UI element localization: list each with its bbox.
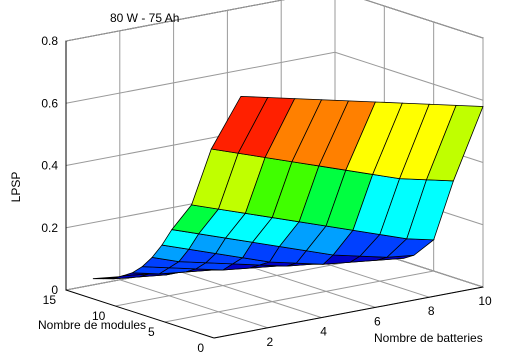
z-axis-label: LPSP (9, 172, 23, 203)
z-grid-line (334, 51, 484, 101)
x-axis-label: Nombre de batteries (374, 331, 483, 345)
x-tick-label: 8 (428, 304, 435, 318)
axis-ticks: 0 0.2 0.4 0.6 0.8 2 4 6 8 10 0 5 10 15 (41, 34, 492, 355)
surface-patch (425, 104, 484, 182)
x-floor-grid-line (119, 279, 268, 329)
y-tick-label: 15 (43, 293, 57, 307)
x-axis-line (213, 286, 484, 339)
x-tick-label: 10 (478, 294, 492, 308)
z-grid-line (65, 51, 336, 104)
y-tick-label: 10 (92, 309, 106, 323)
z-grid-line (364, 0, 484, 39)
z-grid-line (65, 0, 285, 42)
x-floor-grid-line (173, 269, 322, 319)
chart-title: 80 W - 75 Ah (110, 11, 179, 25)
x-tick-label: 4 (320, 325, 327, 339)
y-floor-grid-line (164, 270, 434, 323)
z-tick-label: 0.2 (41, 221, 58, 235)
y-tick-label: 0 (197, 341, 204, 355)
z-tick-label: 0.8 (41, 34, 58, 48)
surface-plot (92, 95, 484, 280)
y-axis-line (65, 289, 215, 339)
z-tick-label: 0 (51, 283, 58, 297)
z-tick-label: 0.6 (41, 96, 58, 110)
y-axis-label: Nombre de modules (38, 318, 146, 332)
y-floor-grid-line (115, 254, 385, 307)
z-tick-label: 0.4 (41, 159, 58, 173)
y-tick-label: 5 (148, 325, 155, 339)
x-tick-label: 6 (374, 314, 381, 328)
x-tick-label: 2 (266, 335, 273, 349)
